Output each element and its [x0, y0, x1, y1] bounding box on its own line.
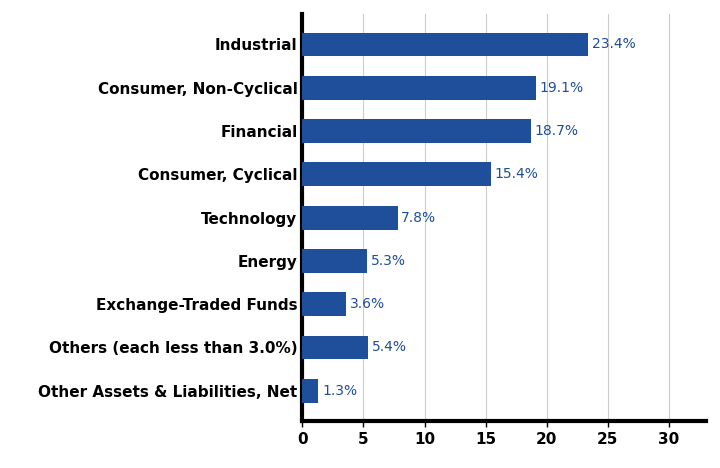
Text: 3.6%: 3.6% [350, 297, 385, 311]
Bar [302, 206, 397, 229]
Text: 1.3%: 1.3% [322, 384, 357, 398]
Bar [302, 76, 536, 100]
Text: 5.3%: 5.3% [371, 254, 406, 268]
Bar [302, 119, 531, 143]
Bar [302, 379, 318, 402]
Text: 7.8%: 7.8% [401, 211, 436, 225]
Bar [302, 162, 490, 186]
Bar [302, 336, 369, 359]
Text: 15.4%: 15.4% [494, 168, 538, 181]
Bar [302, 249, 367, 273]
Bar [302, 33, 588, 56]
Bar [302, 292, 346, 316]
Text: 23.4%: 23.4% [592, 37, 636, 51]
Text: 19.1%: 19.1% [539, 81, 583, 95]
Text: 18.7%: 18.7% [534, 124, 579, 138]
Text: 5.4%: 5.4% [372, 341, 407, 354]
